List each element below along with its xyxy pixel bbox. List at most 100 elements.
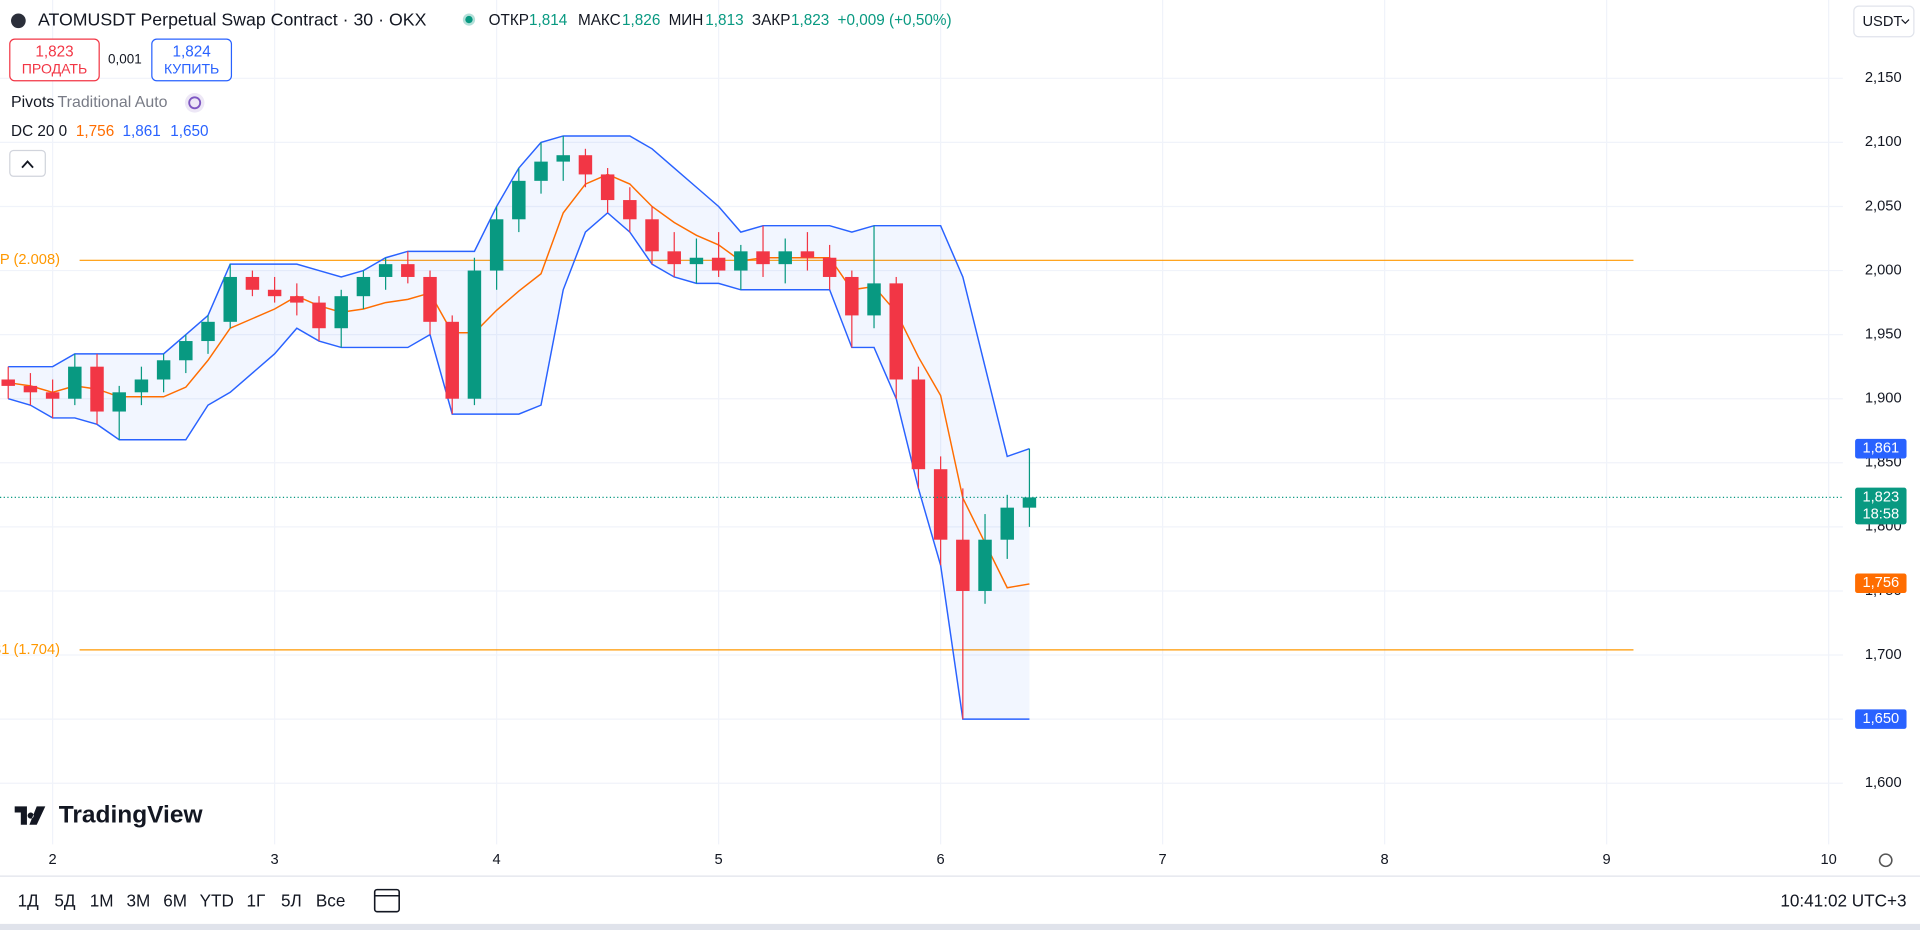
dc-value: 1,756	[76, 123, 114, 140]
range-button[interactable]: 5Д	[54, 890, 76, 910]
candle-body	[467, 270, 482, 399]
price-tag	[1855, 438, 1907, 459]
collapse-icon	[21, 160, 34, 169]
bottom-strip	[0, 923, 1920, 930]
x-tick-label: 6	[937, 852, 945, 868]
candle-body	[156, 360, 171, 380]
settings-icon[interactable]	[1878, 853, 1893, 868]
y-tick-label: 1,600	[1865, 775, 1902, 791]
candle-body	[68, 366, 82, 399]
candle-body	[23, 385, 38, 393]
channel-lower	[8, 211, 1030, 720]
collapse-button[interactable]	[9, 149, 46, 177]
pivots-params: Traditional Auto	[58, 94, 168, 111]
symbol-icon	[11, 13, 26, 29]
candle-body	[445, 321, 459, 399]
countdown: 18:58	[1862, 506, 1899, 522]
status-dot	[465, 15, 473, 24]
x-tick-label: 9	[1603, 852, 1611, 868]
candle-body	[45, 392, 60, 399]
candle-body	[1000, 507, 1014, 540]
candle-body	[267, 289, 282, 297]
y-tick-label: 1,700	[1865, 647, 1902, 663]
candle-body	[711, 257, 726, 271]
candle-body	[112, 392, 126, 412]
candle-body	[756, 251, 770, 265]
sell-button[interactable]	[9, 38, 100, 82]
candle-body	[223, 276, 237, 322]
ohlc-value: 1,826	[622, 12, 660, 29]
currency-button[interactable]	[1853, 5, 1915, 38]
price-tag	[1855, 487, 1907, 525]
candle-body	[201, 321, 215, 342]
range-button[interactable]: 3М	[126, 890, 150, 910]
y-tick-label: 2,000	[1865, 262, 1902, 278]
candle-body	[956, 539, 970, 591]
candle-body	[290, 296, 304, 303]
candle-body	[600, 174, 615, 201]
sell-price: 1,823	[35, 44, 73, 61]
candle-body	[778, 251, 792, 265]
y-tick-label: 2,100	[1865, 134, 1902, 150]
spread: 0,001	[108, 52, 142, 67]
candle-body	[401, 264, 415, 277]
dc-value: 1,650	[170, 123, 208, 140]
channel-middle	[8, 173, 1030, 589]
candle-body	[822, 257, 837, 277]
ohlc-key: ОТКР	[489, 12, 529, 29]
candle-body	[489, 219, 504, 271]
y-tick-label: 1,900	[1865, 391, 1902, 407]
pivot-label: P (2.008)	[0, 252, 60, 268]
candle-body	[334, 296, 348, 329]
range-button[interactable]: 5Л	[281, 890, 302, 910]
y-tick-label: 2,150	[1865, 70, 1902, 86]
currency-caret	[1901, 19, 1910, 25]
price-tag-label: 1,861	[1862, 441, 1899, 457]
buy-label: КУПИТЬ	[164, 60, 219, 76]
range-button[interactable]: 1Д	[18, 890, 40, 910]
logo-text: TradingView	[59, 802, 204, 829]
candle-body	[800, 251, 815, 258]
range-button[interactable]: 1М	[90, 890, 114, 910]
ohlc-value: 1,814	[529, 12, 568, 29]
x-tick-label: 3	[271, 852, 279, 868]
price-tag-label: 1,756	[1862, 575, 1899, 591]
range-button[interactable]: YTD	[200, 890, 234, 910]
range-button[interactable]: 1Г	[247, 890, 266, 910]
toolbar: 1Д 5Д 1М 3М 6М YTD 1Г 5Л Все	[18, 890, 346, 910]
candle-body	[245, 276, 260, 290]
x-tick-label: 4	[493, 852, 501, 868]
buy-button[interactable]	[151, 38, 233, 82]
x-tick-label: 7	[1159, 852, 1167, 868]
ohlc-key: ЗАКР	[752, 12, 791, 29]
candle-body	[578, 155, 593, 175]
plot-area: P (2.008) S1 (1.704)	[0, 0, 1843, 845]
range-button[interactable]: 6М	[163, 890, 187, 910]
range-button[interactable]: Все	[316, 890, 346, 910]
candle-body	[512, 180, 526, 220]
logo-mark	[14, 806, 46, 825]
candle-body	[556, 155, 570, 162]
candle-body	[867, 283, 881, 316]
x-tick-label: 8	[1381, 852, 1389, 868]
ohlc-value: 1,813	[705, 12, 743, 29]
pivots-icon[interactable]	[184, 93, 205, 113]
price-change: +0,009 (+0,50%)	[838, 12, 952, 29]
candle-body	[689, 257, 704, 265]
candle-body	[179, 341, 193, 361]
dc-name: DC 20 0	[11, 123, 67, 140]
candle-body	[889, 283, 903, 380]
candle-body	[623, 200, 637, 220]
candle-body	[1022, 497, 1037, 508]
y-tick-label: 1,850	[1865, 455, 1902, 471]
date-range-icon[interactable]	[373, 888, 400, 913]
y-tick-label: 2,050	[1865, 198, 1902, 214]
candle-body	[933, 469, 948, 540]
candle-body	[356, 276, 371, 297]
price-tag-label: 1,823	[1862, 489, 1899, 505]
candle-body	[378, 264, 393, 277]
y-tick-label: 1,950	[1865, 327, 1902, 343]
currency: USDT	[1862, 14, 1902, 30]
